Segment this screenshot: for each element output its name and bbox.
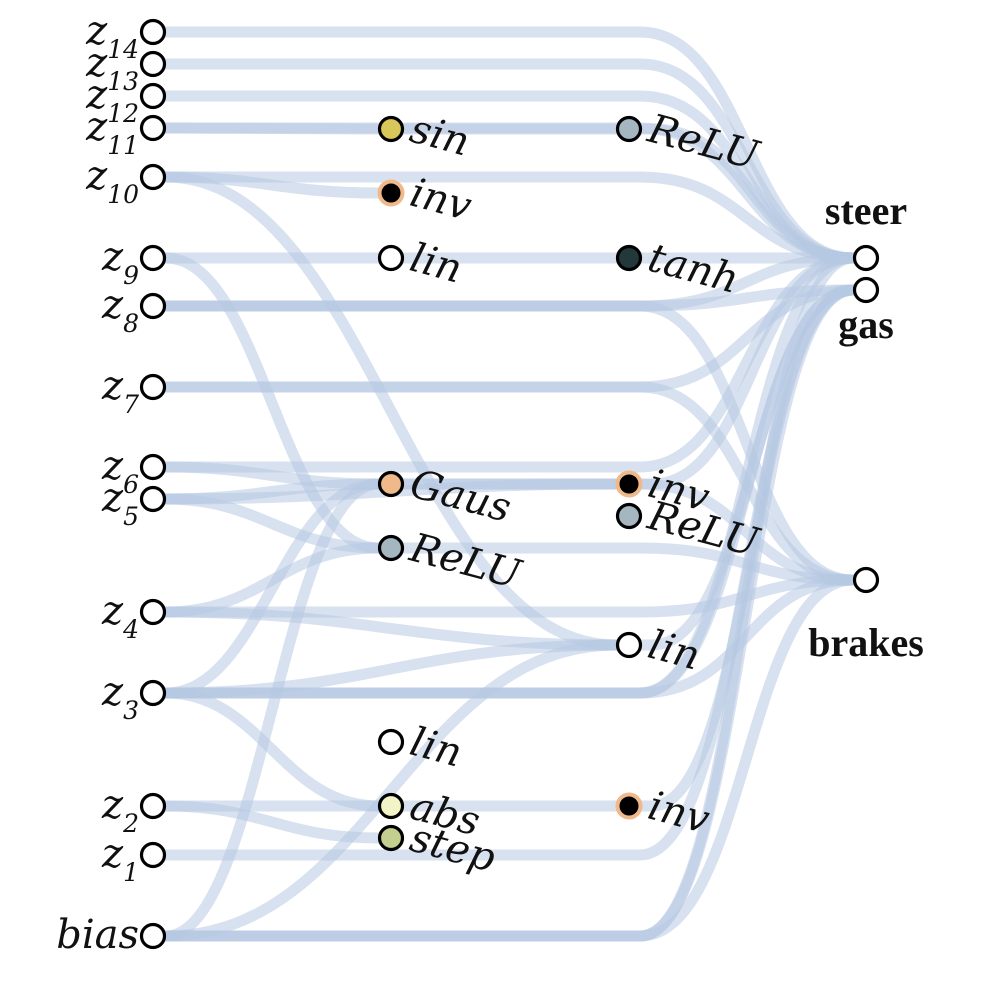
empty-node [852, 276, 880, 304]
empty-node [139, 163, 167, 191]
input-label-z2: z2 [101, 782, 139, 838]
input-label-z4: z4 [101, 588, 139, 644]
tanh-node [615, 244, 643, 272]
empty-node [139, 244, 167, 272]
activation-label-h2_tanh: tanh [643, 235, 743, 303]
input-label-z9: z9 [101, 234, 139, 290]
connection-edge [160, 252, 859, 473]
input-label-z11: z11 [85, 104, 139, 160]
input-label-z1: z1 [101, 831, 139, 887]
empty-node [139, 792, 167, 820]
relu-node [615, 115, 643, 143]
inv-node [377, 179, 405, 207]
empty-node [139, 114, 167, 142]
input-label-z10: z10 [85, 153, 139, 209]
empty-node [852, 566, 880, 594]
gaus-node [377, 470, 405, 498]
empty-node [139, 485, 167, 513]
empty-node [139, 841, 167, 869]
connection-edge [160, 639, 622, 942]
connection-edge [160, 252, 384, 554]
relu-node [615, 502, 643, 530]
inv-node [615, 470, 643, 498]
input-label-z12: z12 [85, 72, 139, 128]
input-label-z6: z6 [101, 443, 139, 499]
inv-node [615, 792, 643, 820]
connection-edge [160, 574, 859, 942]
input-label-z14: z14 [85, 8, 139, 64]
node-layer [139, 18, 880, 950]
input-label-z5: z5 [101, 475, 139, 531]
input-label-z7: z7 [101, 363, 139, 419]
activation-label-h2_inv2: inv [643, 783, 714, 843]
empty-node [377, 244, 405, 272]
activation-label-h1_lin: lin [405, 235, 467, 293]
empty-node [139, 50, 167, 78]
connection-edge [160, 478, 384, 505]
connection-edge [160, 122, 384, 135]
activation-label-h1_sin: sin [405, 106, 474, 166]
empty-node [139, 292, 167, 320]
connection-layer [160, 26, 859, 942]
empty-node [139, 373, 167, 401]
empty-node [139, 679, 167, 707]
step-node [377, 824, 405, 852]
empty-node [139, 453, 167, 481]
connection-edge [160, 478, 384, 942]
empty-node [139, 922, 167, 950]
output-label-brakes: brakes [808, 620, 924, 665]
empty-node [139, 598, 167, 626]
sin-node [377, 115, 405, 143]
input-label-z8: z8 [101, 282, 139, 338]
empty-node [139, 18, 167, 46]
input-label-bias: bias [56, 912, 139, 958]
empty-node [139, 82, 167, 110]
connection-edge [636, 252, 859, 490]
abs-node [377, 792, 405, 820]
activation-label-h1_step: step [405, 815, 500, 882]
connection-edge [160, 171, 622, 651]
connection-edge [160, 252, 859, 942]
input-label-z3: z3 [101, 669, 139, 725]
empty-node [852, 244, 880, 272]
input-label-z13: z13 [85, 40, 139, 96]
connection-edge [160, 478, 384, 699]
output-label-steer: steer [825, 188, 907, 233]
output-label-gas: gas [838, 302, 894, 347]
empty-node [615, 631, 643, 659]
empty-node [377, 728, 405, 756]
relu-node [377, 534, 405, 562]
